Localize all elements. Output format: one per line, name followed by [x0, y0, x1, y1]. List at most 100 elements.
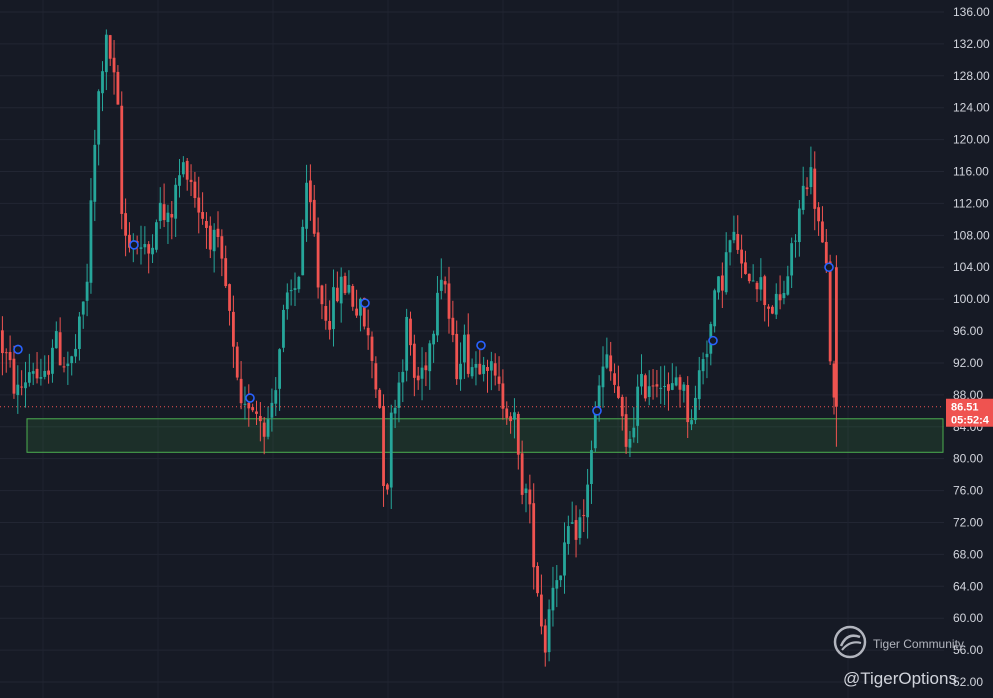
candle-body — [12, 358, 16, 394]
candle-body — [282, 309, 285, 348]
candle-body — [643, 375, 647, 399]
candle-body — [547, 609, 551, 653]
candle-body — [809, 167, 813, 188]
event-marker[interactable] — [129, 240, 139, 250]
candle-body — [509, 416, 512, 422]
candle-body — [786, 276, 790, 295]
candle-body — [151, 247, 154, 255]
y-tick-label: 104.00 — [953, 260, 990, 274]
candle-body — [667, 384, 670, 391]
candle-body — [266, 419, 270, 437]
candle-body — [359, 298, 362, 316]
candle-body — [216, 228, 220, 237]
bar-countdown: 05:52:4 — [951, 415, 990, 427]
candle-body — [347, 284, 351, 293]
candle-body — [189, 179, 193, 183]
candle-body — [651, 385, 655, 387]
candle-body — [116, 71, 120, 105]
event-marker[interactable] — [360, 298, 370, 308]
candle-body — [366, 327, 370, 336]
candle-body — [35, 368, 39, 379]
candle-body — [112, 57, 116, 73]
candle-body — [243, 403, 247, 405]
candle-body — [124, 213, 127, 236]
candle-body — [470, 367, 474, 377]
candle-body — [655, 384, 659, 387]
candle-body — [224, 258, 228, 287]
candle-body — [108, 35, 112, 59]
candle-body — [586, 484, 589, 518]
event-marker[interactable] — [708, 335, 718, 346]
candle-body — [486, 366, 489, 371]
candle-body — [262, 422, 266, 437]
candle-body — [455, 333, 459, 380]
candle-body — [732, 231, 736, 241]
candle-body — [305, 182, 308, 229]
event-marker[interactable] — [824, 262, 834, 273]
candle-body — [794, 240, 797, 242]
event-marker[interactable] — [245, 393, 255, 403]
candle-body — [540, 594, 543, 627]
candle-body — [559, 575, 563, 581]
event-marker[interactable] — [13, 344, 23, 355]
candle-body — [617, 386, 620, 398]
candle-body — [416, 375, 420, 381]
candle-body — [801, 185, 805, 210]
candle-body — [678, 377, 682, 390]
candle-body — [101, 71, 104, 94]
candle-body — [751, 280, 755, 282]
candle-body — [447, 283, 451, 319]
event-marker[interactable] — [592, 406, 602, 416]
candle-body — [686, 385, 690, 423]
y-tick-label: 96.00 — [953, 324, 983, 338]
candle-body — [713, 290, 717, 327]
candle-body — [790, 243, 794, 276]
y-tick-label: 100.00 — [953, 292, 990, 306]
y-tick-label: 88.00 — [953, 388, 983, 402]
candle-body — [78, 316, 81, 349]
candle-body — [501, 383, 505, 409]
candle-body — [278, 349, 281, 389]
candle-body — [574, 520, 578, 540]
candle-body — [439, 279, 443, 291]
candle-body — [393, 407, 397, 414]
candle-body — [805, 187, 809, 190]
candle-body — [320, 285, 324, 305]
y-tick-label: 124.00 — [953, 101, 990, 115]
candle-body — [463, 334, 466, 363]
candle-body — [771, 306, 774, 314]
candle-body — [740, 249, 743, 264]
candle-body — [39, 377, 43, 379]
candle-body — [466, 334, 470, 374]
candle-body — [682, 384, 686, 391]
candle-body — [289, 290, 293, 292]
candle-body — [489, 361, 493, 371]
candle-body — [717, 276, 720, 293]
candle-body — [274, 390, 278, 404]
candle-body — [601, 366, 605, 388]
watermark: Tiger Community @TigerOptions — [833, 625, 964, 688]
candle-body — [197, 197, 201, 213]
candle-body — [747, 273, 751, 282]
candle-body — [482, 364, 486, 374]
candle-body — [613, 373, 616, 385]
candle-body — [724, 252, 728, 293]
candle-body — [755, 282, 759, 290]
candle-body — [821, 221, 824, 243]
candle-body — [258, 416, 262, 422]
candle-body — [174, 184, 178, 219]
candle-body — [166, 212, 170, 223]
candle-body — [228, 284, 231, 311]
event-marker[interactable] — [476, 340, 486, 351]
candle-body — [47, 370, 50, 375]
candle-body — [782, 292, 786, 299]
candle-body — [312, 199, 316, 234]
candle-body — [767, 306, 770, 309]
candle-body — [8, 352, 12, 361]
candle-body — [397, 382, 401, 408]
grid-lines — [0, 0, 944, 698]
candle-body — [378, 389, 382, 408]
candle-body — [89, 200, 93, 283]
candle-body — [362, 297, 366, 327]
candle-body — [763, 276, 767, 306]
